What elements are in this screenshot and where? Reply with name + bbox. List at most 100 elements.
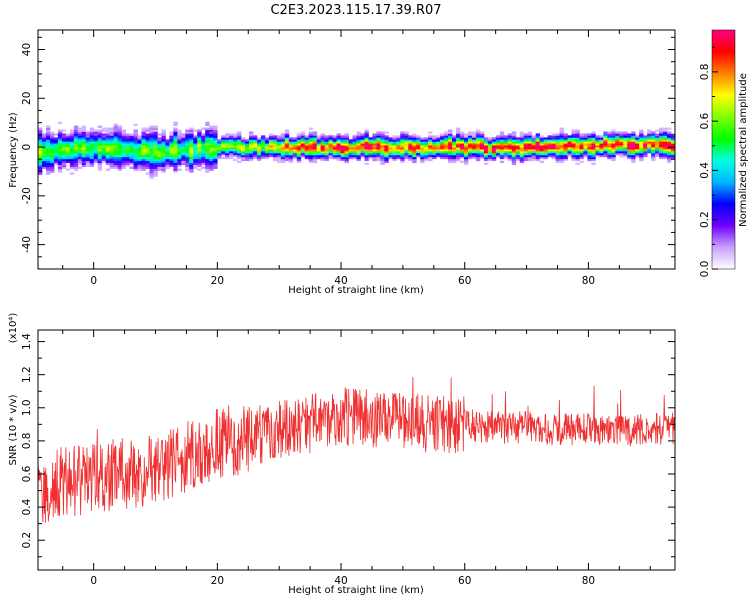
spectrogram-cell — [81, 129, 87, 132]
spectrogram-cell — [137, 149, 142, 152]
spectrogram-cell — [575, 152, 580, 156]
spectrogram-cell — [511, 131, 517, 134]
spectrogram-cell — [607, 156, 612, 160]
spectrogram-cell — [507, 135, 513, 138]
spectrogram-cell — [173, 156, 178, 160]
spectrogram-cell — [436, 149, 441, 152]
spectrogram-cell — [611, 137, 616, 140]
spectrogram-cell — [603, 135, 608, 138]
spectrogram-cell — [444, 147, 449, 150]
spectrogram-cell — [487, 158, 493, 162]
spectrogram-cell — [575, 141, 580, 144]
spectrogram-cell — [292, 150, 298, 154]
spectrogram-cell — [467, 137, 473, 140]
spectrogram-cell — [328, 149, 334, 152]
spectrogram-cell — [205, 137, 210, 140]
spectrogram-cell — [635, 154, 640, 158]
spectrogram-cell — [531, 154, 537, 158]
spectrogram-cell — [81, 133, 87, 136]
spectrogram-cell — [69, 141, 75, 144]
spectrogram-cell — [181, 147, 186, 150]
spectrogram-cell — [356, 137, 361, 140]
spectrogram-cell — [467, 143, 473, 146]
spectrogram-cell — [85, 133, 91, 136]
spectrogram-cell — [344, 143, 349, 146]
spectrogram-cell — [117, 160, 123, 164]
spectrogram-cell — [173, 154, 178, 158]
spectrogram-cell — [591, 141, 596, 144]
y-tick-label: -20 — [21, 187, 33, 204]
spectrogram-cell — [456, 154, 461, 158]
spectrogram-cell — [444, 139, 449, 142]
spectrogram-cell — [85, 141, 91, 144]
spectrogram-cell — [571, 147, 576, 150]
spectrogram-cell — [491, 143, 497, 146]
spectrogram-cell — [157, 166, 162, 169]
spectrogram-cell — [643, 147, 648, 150]
spectrogram-cell — [631, 149, 636, 152]
spectrogram-cell — [101, 150, 107, 154]
spectrogram-cell — [535, 141, 541, 144]
spectrogram-cell — [177, 141, 182, 144]
spectrogram-cell — [105, 145, 111, 148]
spectrogram-cell — [217, 150, 222, 154]
spectrogram-cell — [376, 141, 381, 144]
spectrogram-cell — [245, 143, 250, 146]
spectrogram-cell — [38, 168, 43, 171]
spectrogram-cell — [667, 137, 672, 140]
spectrogram-cell — [332, 145, 337, 148]
x-tick-label: 20 — [211, 575, 224, 587]
spectrogram-cell — [392, 135, 397, 138]
spectrogram-cell — [591, 156, 596, 160]
spectrogram-cell — [404, 131, 409, 134]
spectrogram-cell — [380, 131, 385, 134]
spectrogram-cell — [73, 133, 79, 136]
spectrogram-cell — [416, 152, 421, 156]
spectrogram-cell — [97, 145, 103, 148]
spectrogram-cell — [356, 145, 361, 148]
spectrogram-cell — [663, 143, 668, 146]
spectrogram-cell — [157, 137, 162, 140]
spectrogram-cell — [647, 143, 652, 146]
spectrogram-cell — [635, 137, 640, 140]
spectrogram-cell — [356, 133, 361, 136]
spectrogram-cell — [475, 150, 481, 154]
spectrogram-cell — [276, 137, 282, 140]
spectrogram-cell — [483, 158, 489, 162]
spectrogram-cell — [57, 156, 63, 160]
spectrogram-cell — [424, 147, 429, 150]
spectrogram-cell — [169, 160, 174, 164]
spectrogram-cell — [129, 135, 134, 138]
spectrogram-cell — [495, 154, 501, 158]
spectrogram-cell — [97, 139, 103, 142]
spectrogram-cell — [336, 150, 341, 154]
spectrogram-cell — [659, 129, 664, 132]
spectrogram-cell — [213, 139, 218, 142]
spectrogram-cell — [607, 133, 612, 136]
spectrogram-cell — [109, 145, 115, 148]
spectrogram-cell — [671, 143, 675, 146]
spectrogram-cell — [424, 150, 429, 154]
spectrogram-cell — [173, 143, 178, 146]
spectrogram-cell — [647, 133, 652, 136]
spectrogram-cell — [503, 154, 509, 158]
spectrogram-cell — [45, 158, 51, 162]
spectrogram-cell — [623, 139, 628, 142]
spectrogram-cell — [153, 168, 158, 171]
spectrogram-cell — [193, 164, 198, 167]
spectrogram-cell — [655, 133, 660, 136]
spectrogram-cell — [145, 150, 150, 154]
spectrogram-cell — [623, 135, 628, 138]
spectrogram-cell — [85, 162, 91, 166]
spectrogram-cell — [161, 137, 166, 140]
spectrogram-cell — [364, 143, 369, 146]
spectrogram-cell — [587, 135, 592, 138]
spectrogram-cell — [344, 156, 349, 160]
spectrogram-cell — [448, 133, 453, 136]
spectrogram-cell — [515, 137, 521, 140]
spectrogram-cell — [205, 170, 210, 173]
spectrogram-cell — [292, 143, 298, 146]
spectrogram-cell — [583, 152, 588, 156]
spectrogram-cell — [276, 152, 282, 156]
spectrogram-cell — [157, 154, 162, 158]
